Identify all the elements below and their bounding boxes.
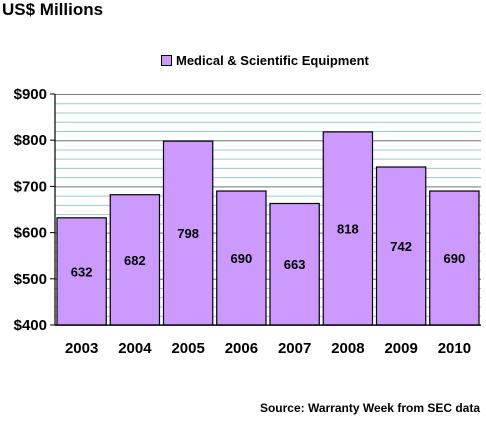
data-label: 798 <box>177 226 199 241</box>
legend-swatch <box>161 55 172 66</box>
data-label: 663 <box>284 257 306 272</box>
bars <box>56 131 480 326</box>
bar <box>162 140 214 326</box>
data-label: 632 <box>71 264 93 279</box>
x-tick-label: 2006 <box>225 340 258 357</box>
x-tick-label: 2009 <box>384 340 417 357</box>
x-tick-label: 2003 <box>65 340 98 357</box>
x-tick-label: 2008 <box>331 340 364 357</box>
x-tick-label: 2010 <box>438 340 471 357</box>
labels: 632 2003 682 2004 798 2005 690 2006 663 2007 818 20… <box>14 86 471 357</box>
bar <box>56 217 107 326</box>
y-tick-label: $600 <box>14 225 47 242</box>
x-tick-label: 2007 <box>278 340 311 357</box>
data-label: 690 <box>231 251 253 266</box>
data-label: 682 <box>124 253 146 268</box>
axes <box>50 93 481 326</box>
bar <box>109 194 161 326</box>
y-tick-label: $700 <box>14 178 47 195</box>
bar <box>322 131 374 326</box>
data-label: 818 <box>337 221 359 236</box>
x-tick-label: 2004 <box>118 340 152 357</box>
y-tick-label: $900 <box>14 86 47 103</box>
bar <box>375 166 427 326</box>
y-tick-label: $400 <box>14 317 47 334</box>
bar <box>269 202 320 326</box>
x-tick-label: 2005 <box>171 340 204 357</box>
chart-title: US$ Millions <box>2 0 104 19</box>
data-label: 690 <box>444 251 466 266</box>
data-label: 742 <box>390 239 412 254</box>
bar <box>216 190 267 326</box>
legend-label: Medical & Scientific Equipment <box>176 53 369 68</box>
y-tick-label: $500 <box>14 271 47 288</box>
source-note: Source: Warranty Week from SEC data <box>259 401 480 415</box>
bar <box>429 190 480 326</box>
legend: Medical & Scientific Equipment <box>161 53 369 68</box>
y-tick-label: $800 <box>14 132 47 149</box>
